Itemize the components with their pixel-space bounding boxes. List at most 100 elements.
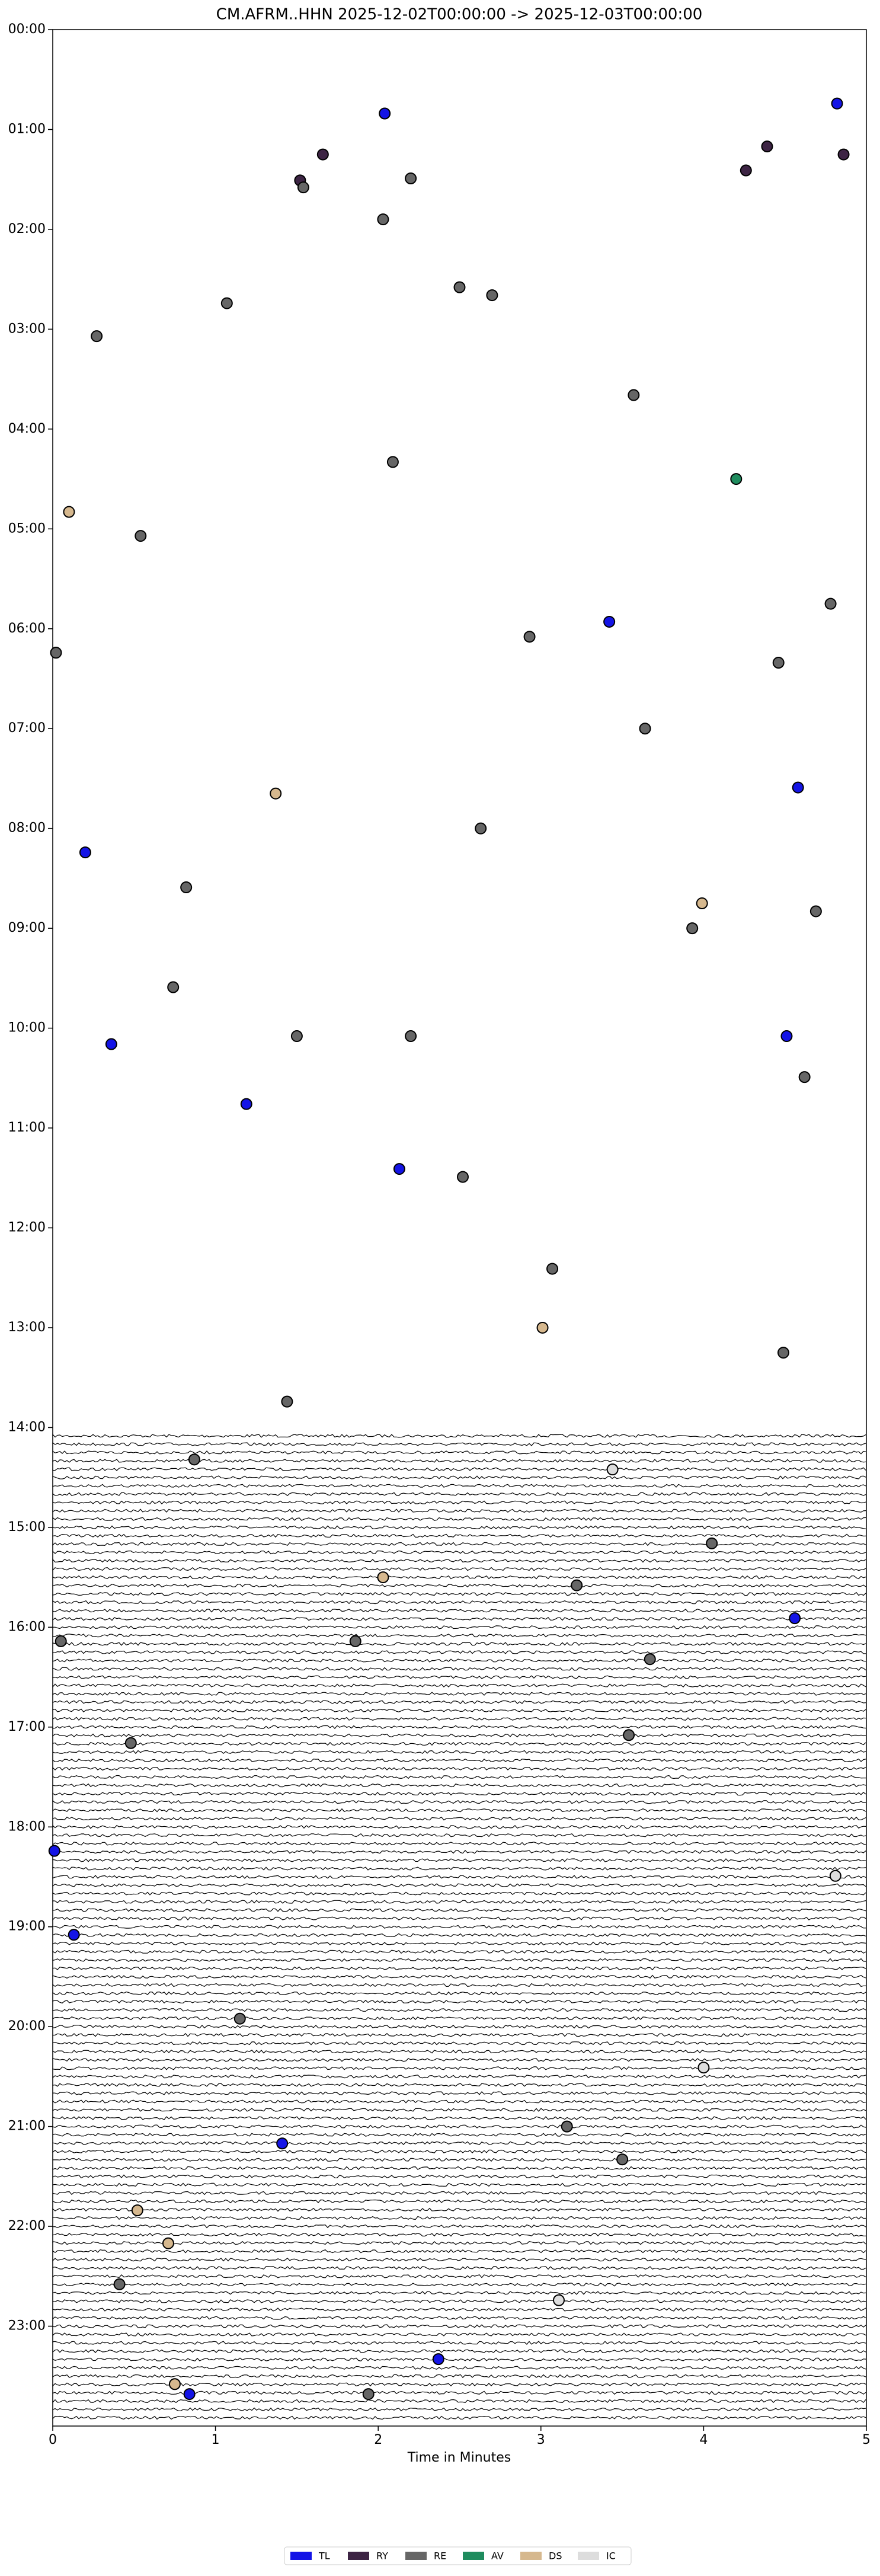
y-tick-label: 07:00 xyxy=(8,721,46,736)
trace xyxy=(52,1824,866,1829)
trace xyxy=(52,1484,866,1488)
trace xyxy=(52,2382,866,2387)
trace xyxy=(52,1867,866,1871)
event-marker xyxy=(639,723,651,735)
event-marker xyxy=(135,530,147,542)
y-tick-label: 11:00 xyxy=(8,1120,46,1135)
event-marker xyxy=(561,2120,573,2133)
event-marker xyxy=(486,289,498,302)
event-marker xyxy=(91,330,103,343)
trace xyxy=(52,1450,866,1455)
event-marker xyxy=(290,1030,303,1043)
trace xyxy=(52,2032,866,2037)
trace xyxy=(52,2158,866,2162)
event-marker xyxy=(50,647,62,659)
trace xyxy=(52,2357,866,2362)
trace xyxy=(52,2099,866,2104)
trace xyxy=(52,1433,866,1438)
trace xyxy=(52,1883,866,1887)
trace xyxy=(52,1591,866,1596)
trace xyxy=(52,2075,866,2079)
trace xyxy=(52,1650,866,1654)
event-marker xyxy=(829,1869,841,1882)
event-marker xyxy=(379,107,391,120)
legend: TL RY RE AV DS IC xyxy=(284,2546,632,2565)
trace xyxy=(52,1783,866,1788)
trace xyxy=(52,1991,866,1996)
trace xyxy=(52,1775,866,1779)
event-marker xyxy=(686,922,699,935)
trace xyxy=(52,2207,866,2212)
trace xyxy=(52,1999,866,2004)
y-tick-label: 01:00 xyxy=(8,122,46,136)
event-marker xyxy=(377,213,389,226)
event-marker xyxy=(167,981,180,993)
trace xyxy=(52,2241,866,2245)
trace xyxy=(52,1683,866,1688)
event-marker xyxy=(777,1347,789,1359)
trace xyxy=(52,2324,866,2328)
trace xyxy=(52,1717,866,1721)
event-marker xyxy=(233,2012,246,2025)
trace xyxy=(52,1908,866,1912)
trace xyxy=(52,1525,866,1530)
legend-label: IC xyxy=(606,2551,616,2562)
event-marker xyxy=(603,615,616,628)
event-marker xyxy=(809,905,822,918)
y-tick-label: 23:00 xyxy=(8,2319,46,2334)
trace xyxy=(52,1816,866,1821)
y-tick-label: 04:00 xyxy=(8,421,46,436)
event-marker xyxy=(124,1737,137,1749)
trace xyxy=(52,1542,866,1546)
trace xyxy=(52,1941,866,1946)
event-marker xyxy=(553,2294,565,2306)
event-marker xyxy=(183,2388,196,2401)
trace xyxy=(52,2374,866,2379)
y-tick-label: 22:00 xyxy=(8,2219,46,2233)
event-marker xyxy=(297,181,309,194)
trace xyxy=(52,2091,866,2095)
trace xyxy=(52,2249,866,2254)
event-marker xyxy=(628,389,640,401)
y-tick-label: 15:00 xyxy=(8,1520,46,1535)
trace xyxy=(52,1634,866,1638)
legend-label: RY xyxy=(376,2551,388,2562)
event-marker xyxy=(180,881,193,894)
event-marker xyxy=(55,1635,67,1647)
y-tick-label: 12:00 xyxy=(8,1220,46,1235)
event-marker xyxy=(606,1463,619,1476)
legend-label: RE xyxy=(434,2551,446,2562)
trace xyxy=(52,1916,866,1921)
event-marker xyxy=(761,140,773,153)
x-axis-label: Time in Minutes xyxy=(407,2450,511,2465)
event-marker xyxy=(105,1038,117,1050)
trace xyxy=(52,2008,866,2012)
trace xyxy=(52,1567,866,1571)
trace xyxy=(52,1625,866,1629)
x-tick-label: 3 xyxy=(537,2433,545,2447)
event-marker xyxy=(780,1030,793,1043)
trace xyxy=(52,2407,866,2412)
y-tick-label: 03:00 xyxy=(8,321,46,336)
legend-swatch xyxy=(578,2552,599,2560)
chart-title: CM.AFRM..HHN 2025-12-02T00:00:00 -> 2025… xyxy=(216,6,703,24)
trace xyxy=(52,1983,866,1987)
trace xyxy=(52,2024,866,2029)
trace xyxy=(52,1808,866,1813)
event-marker xyxy=(362,2388,375,2401)
trace xyxy=(52,1850,866,1854)
traces xyxy=(52,1433,866,2420)
trace xyxy=(52,1642,866,1646)
legend-swatch xyxy=(405,2552,427,2560)
event-marker xyxy=(772,657,785,669)
trace xyxy=(52,1875,866,1879)
trace xyxy=(52,2174,866,2179)
trace xyxy=(52,2133,866,2137)
event-marker xyxy=(571,1579,583,1591)
y-tick-label: 13:00 xyxy=(8,1320,46,1335)
trace xyxy=(52,2216,866,2220)
trace xyxy=(52,1800,866,1804)
event-marker xyxy=(349,1635,361,1647)
event-marker xyxy=(623,1729,635,1741)
trace xyxy=(52,2066,866,2070)
